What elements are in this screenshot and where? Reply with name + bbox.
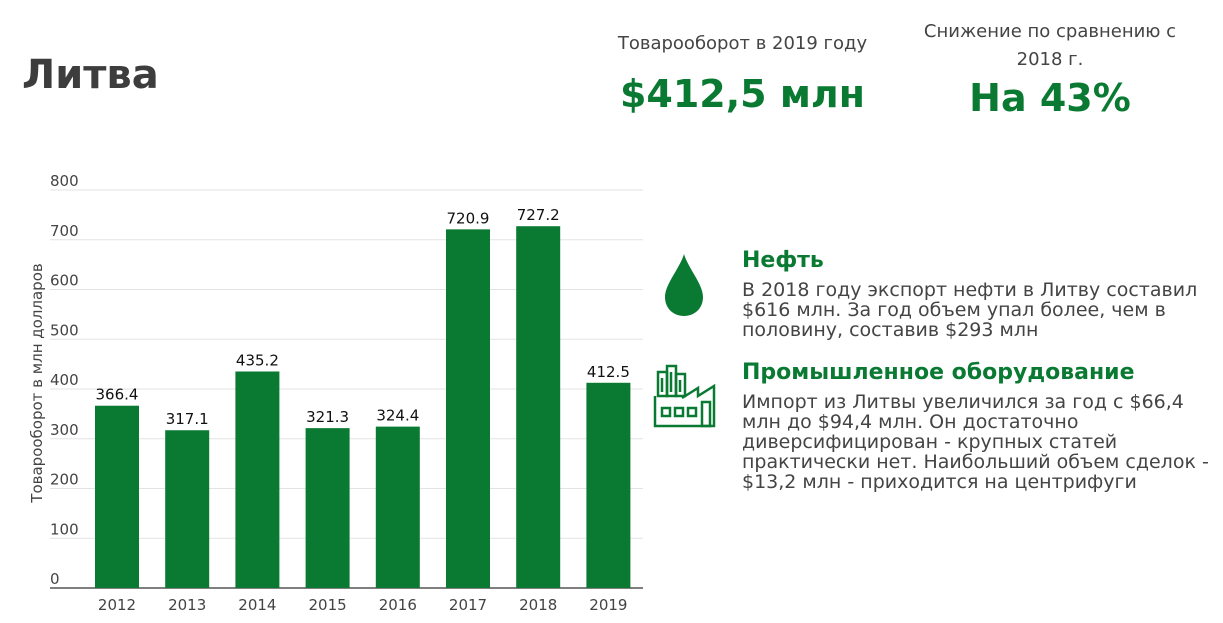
y-tick-label: 800 [50, 172, 79, 190]
bar-value-label: 366.4 [96, 386, 139, 404]
y-tick-label: 400 [50, 371, 79, 389]
bar-2019 [586, 382, 631, 588]
y-tick-label: 0 [50, 570, 60, 588]
oil-drop-icon [662, 252, 706, 322]
bar-value-label: 412.5 [587, 363, 630, 381]
kpi-turnover: Товарооборот в 2019 году $412,5 млн [600, 30, 885, 116]
kpi-change-label: Снижение по сравнению с 2018 г. [923, 21, 1177, 70]
bar-2016 [375, 426, 420, 588]
x-tick-label: 2013 [168, 596, 206, 614]
bar-value-label: 324.4 [376, 407, 419, 425]
info-oil: Нефть В 2018 году экспорт нефти в Литву … [742, 246, 1212, 340]
x-tick-label: 2014 [238, 596, 276, 614]
kpi-turnover-label: Товарооборот в 2019 году [617, 33, 868, 54]
kpi-change-value: На 43% [969, 76, 1131, 120]
x-tick-label: 2012 [98, 596, 136, 614]
y-tick-label: 100 [50, 520, 79, 538]
y-tick-label: 200 [50, 471, 79, 489]
kpi-change: Снижение по сравнению с 2018 г. На 43% [915, 18, 1185, 120]
bar-value-label: 727.2 [517, 206, 560, 224]
factory-icon [652, 362, 718, 436]
bar-2014 [235, 371, 280, 588]
x-tick-label: 2017 [449, 596, 487, 614]
bar-2013 [165, 430, 210, 588]
industry-heading: Промышленное оборудование [742, 360, 1135, 385]
x-tick-label: 2015 [309, 596, 347, 614]
x-tick-label: 2016 [379, 596, 417, 614]
x-tick-label: 2019 [589, 596, 627, 614]
bar-value-label: 720.9 [447, 209, 490, 227]
bar-2012 [95, 405, 139, 588]
kpi-turnover-value: $412,5 млн [619, 72, 865, 116]
bar-value-label: 317.1 [166, 410, 209, 428]
y-tick-label: 300 [50, 421, 79, 439]
bar-2015 [305, 428, 350, 588]
page-title: Литва [22, 52, 159, 98]
oil-text: В 2018 году экспорт нефти в Литву состав… [742, 279, 1198, 341]
bar-2018 [516, 226, 561, 588]
chart-bars [95, 226, 631, 589]
y-axis-title: Товарооборот в млн долларов [28, 263, 46, 503]
oil-heading: Нефть [742, 248, 824, 273]
bar-value-label: 321.3 [306, 408, 349, 426]
bar-2017 [446, 229, 490, 589]
chart-labels: 0 100 200 300 400 500 600 700 800 366.4 2012 317.1 2… [50, 172, 630, 614]
industry-text: Импорт из Литвы увеличился за год с $66,… [742, 391, 1209, 493]
y-tick-label: 500 [50, 321, 79, 339]
y-tick-label: 600 [50, 272, 79, 290]
bar-chart: 0 100 200 300 400 500 600 700 800 366.4 2012 317.1 2… [28, 172, 643, 614]
x-tick-label: 2018 [519, 596, 557, 614]
y-tick-label: 700 [50, 222, 79, 240]
info-industry: Промышленное оборудование Импорт из Литв… [742, 358, 1212, 492]
bar-value-label: 435.2 [236, 351, 279, 369]
